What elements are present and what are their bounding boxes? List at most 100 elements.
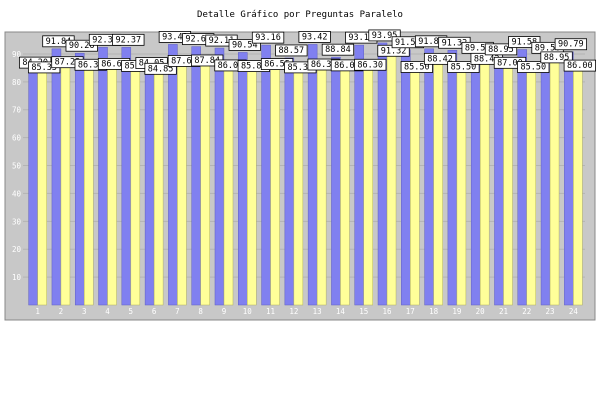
data-label-text: 88.42 [427,54,453,64]
x-tick-label: 21 [499,307,508,316]
x-tick-label: 3 [82,307,87,316]
x-tick-label: 20 [476,307,486,316]
data-label-text: 85.50 [404,63,430,73]
x-tick-label: 7 [175,307,180,316]
bar-series-1 [191,46,201,306]
y-tick-label: 30 [12,217,22,226]
x-tick-label: 14 [336,307,346,316]
bar-series-1 [238,52,248,306]
data-label-text: 93.16 [255,33,281,43]
data-label-box [400,61,433,73]
data-label-box [447,61,480,73]
data-label-text: 91.58 [511,38,537,48]
bar-series-2 [340,64,350,306]
data-label-series-1: 88.84 [321,43,355,56]
data-label-box [423,52,457,65]
data-label-box [144,62,177,75]
bar-series-1 [377,42,388,306]
x-tick-label: 22 [522,307,531,316]
y-tick-label: 80 [12,78,22,87]
y-tick-label: 20 [12,245,22,254]
data-label-box [517,61,550,73]
x-tick-label: 10 [243,307,253,316]
bar-series-1 [214,47,225,306]
bar-series-2 [456,66,467,306]
data-label-text: 92.37 [116,35,142,45]
data-label-series-1: 88.57 [275,44,308,57]
data-label-text: 85.35 [31,63,57,73]
data-label-text: 88.42 [474,54,500,64]
bar-series-1 [424,48,434,306]
data-label-series-1: 90.79 [554,38,588,51]
data-label-text: 87.84 [194,56,220,66]
x-tick-label: 13 [313,307,322,316]
x-tick-label: 24 [569,307,579,316]
y-tick-label: 50 [12,162,22,171]
x-tick-label: 16 [383,307,393,316]
x-tick-label: 11 [266,307,275,316]
x-tick-label: 15 [359,307,368,316]
data-label-text: 86.00 [567,61,593,71]
data-labels: 84.2085.3591.8487.2290.2686.3092.3786.61… [18,29,597,75]
data-label-text: 86.08 [334,61,360,71]
data-label-box [354,58,387,71]
data-label-series-2: 85.50 [400,61,433,73]
bar-series-2 [363,64,373,306]
data-label-series-1: 93.16 [251,31,285,44]
data-label-box [554,38,588,51]
bar-series-1 [401,49,411,306]
bar-series-2 [130,65,141,306]
data-label-text: 87.67 [171,56,197,66]
x-tick-label: 1 [35,307,40,316]
data-label-text: 90.54 [232,40,258,50]
y-tick-label: 60 [12,134,22,143]
bar-series-2 [60,61,71,306]
data-label-text: 93.95 [372,31,398,41]
bar-series-1 [494,56,504,306]
data-label-text: 88.95 [488,45,514,55]
data-label-text: 86.30 [78,60,104,70]
bar-series-1 [307,44,318,306]
data-label-text: 90.79 [558,40,584,50]
bar-series-1 [354,44,364,306]
x-axis-ticks: 1 2 3 4 5 6 7 8 9 10 11 12 13 14 15 16 17 18 19 20 21 22 23 24 [35,307,578,316]
data-label-series-1: 88.95 [484,43,518,56]
bar-series-2 [177,60,187,306]
data-label-series-1: 93.42 [298,31,331,43]
data-label-text: 92.63 [185,35,211,45]
x-tick-label: 18 [429,307,439,316]
data-label-series-2: 84.85 [144,62,177,75]
data-label-box [112,33,145,46]
bar-series-2 [549,56,560,306]
bar-series-2 [270,63,280,306]
bar-series-2 [83,64,94,306]
x-tick-label: 6 [152,307,157,316]
y-axis-ticks: 10 20 30 40 50 60 70 80 90 [12,50,22,282]
bars [28,42,583,306]
data-label-text: 84.85 [148,64,174,74]
x-tick-label: 4 [105,307,110,316]
bar-series-2 [573,64,583,306]
data-label-series-2: 88.95 [540,51,573,64]
bar-series-1 [121,47,132,306]
bar-series-1 [168,44,178,306]
bar-series-1 [28,69,38,306]
data-label-text: 85.36 [288,63,314,73]
data-label-series-2: 85.50 [447,61,480,73]
data-label-text: 91.50 [395,38,421,48]
bar-series-1 [98,47,108,306]
bar-series-2 [223,64,234,306]
data-label-text: 88.57 [279,46,305,56]
data-label-text: 86.06 [218,61,244,71]
data-label-text: 85.50 [451,63,477,73]
bar-series-2 [503,62,513,306]
data-label-text: 93.42 [162,32,188,42]
data-label-box [484,43,518,56]
y-tick-label: 90 [12,50,22,59]
data-label-text: 89.50 [465,43,491,53]
bar-series-2 [247,65,257,306]
bar-series-1 [51,48,62,306]
bar-series-2 [410,66,420,306]
bar-series-1 [470,55,481,306]
data-label-text: 88.95 [544,53,570,63]
